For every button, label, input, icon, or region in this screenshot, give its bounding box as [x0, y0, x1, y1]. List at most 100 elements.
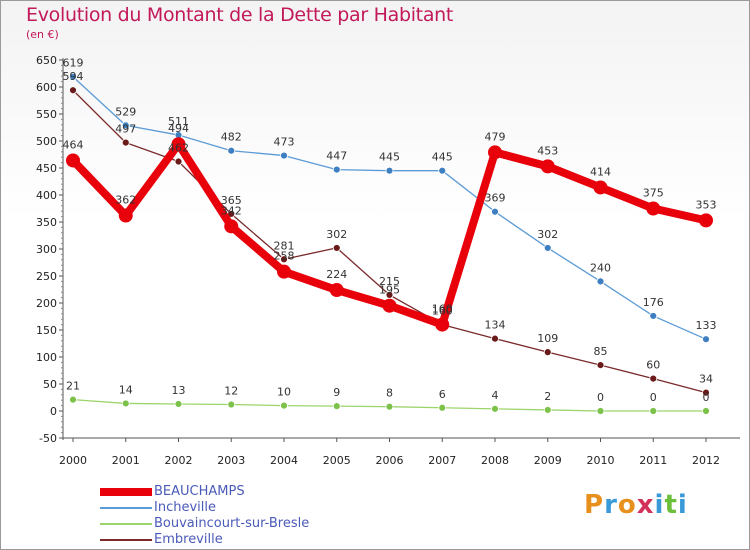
legend-label: Embreville — [154, 532, 223, 547]
x-tick-label: 2010 — [587, 454, 615, 467]
data-point — [69, 395, 77, 404]
data-point — [438, 403, 447, 412]
data-point — [385, 290, 394, 299]
y-tick-label: 200 — [36, 297, 57, 310]
data-point — [491, 207, 499, 216]
data-point — [491, 404, 499, 413]
data-label: 594 — [63, 70, 84, 83]
data-label: 60 — [646, 359, 660, 372]
y-tick-label: 450 — [36, 162, 57, 175]
legend-item: Bouvaincourt-sur-Bresle — [100, 516, 309, 532]
y-tick-label: 250 — [36, 270, 57, 283]
data-label: 215 — [379, 275, 400, 288]
data-point — [543, 406, 552, 414]
data-point — [280, 151, 288, 160]
data-point — [702, 335, 710, 344]
logo-letter: x — [636, 490, 655, 520]
data-label: 375 — [643, 187, 664, 200]
data-point — [118, 208, 133, 223]
data-label: 529 — [115, 105, 136, 118]
data-label: 9 — [333, 386, 340, 399]
legend-label: Incheville — [154, 500, 216, 515]
data-point — [488, 145, 502, 160]
data-label: 12 — [224, 385, 238, 398]
data-point — [702, 388, 710, 397]
data-point — [121, 399, 130, 408]
logo-letter: o — [617, 490, 637, 520]
x-tick-label: 2004 — [270, 454, 298, 467]
y-tick-label: 100 — [36, 351, 57, 364]
data-label: 160 — [432, 303, 453, 316]
data-label: 0 — [703, 391, 710, 404]
y-tick-label: 50 — [43, 378, 57, 391]
data-point — [385, 402, 394, 411]
x-tick-label: 2012 — [692, 454, 720, 467]
data-label: 224 — [326, 268, 347, 281]
data-label: 14 — [119, 383, 133, 396]
data-label: 353 — [696, 198, 717, 211]
data-point — [332, 244, 341, 252]
data-label: 134 — [485, 319, 506, 332]
data-point — [596, 361, 605, 370]
data-label: 13 — [172, 384, 186, 397]
legend-label: BEAUCHAMPS — [154, 484, 245, 499]
data-label: 281 — [274, 239, 295, 252]
x-tick-label: 2002 — [165, 454, 193, 467]
x-tick-label: 2011 — [639, 454, 667, 467]
data-label: 453 — [537, 144, 558, 157]
data-point — [121, 121, 130, 130]
data-label: 302 — [326, 228, 347, 241]
x-tick-label: 2003 — [217, 454, 245, 467]
data-label: 195 — [379, 284, 400, 297]
data-label: 240 — [590, 261, 611, 274]
data-label: 482 — [221, 131, 242, 144]
chart-unit: (en €) — [26, 28, 59, 41]
data-label: 6 — [439, 388, 446, 401]
logo-letter: r — [604, 490, 618, 520]
legend-swatch — [100, 539, 152, 541]
data-label: 497 — [115, 123, 136, 136]
data-point — [332, 402, 341, 411]
data-point — [174, 157, 183, 166]
data-point — [332, 165, 341, 174]
series-line-embreville — [72, 89, 707, 394]
data-point — [69, 86, 77, 95]
y-tick-label: 550 — [36, 108, 57, 121]
data-label: 85 — [594, 345, 608, 358]
logo-letter: P — [584, 490, 605, 520]
data-label: 34 — [699, 373, 713, 386]
data-label: 0 — [650, 391, 657, 404]
legend-swatch — [100, 488, 152, 496]
data-label: 473 — [274, 136, 295, 149]
chart-title: Evolution du Montant de la Dette par Hab… — [26, 4, 454, 26]
data-point — [649, 312, 658, 320]
y-tick-label: 350 — [36, 216, 57, 229]
data-label: 2 — [544, 390, 551, 403]
data-label: 619 — [63, 57, 84, 70]
y-tick-label: 500 — [36, 135, 57, 148]
y-tick-label: 150 — [36, 324, 57, 337]
legend-swatch — [100, 523, 152, 525]
data-point — [593, 180, 608, 195]
data-point — [649, 407, 658, 415]
data-label: 479 — [485, 130, 506, 143]
legend-item: Incheville — [100, 500, 309, 516]
legend-label: Bouvaincourt-sur-Bresle — [154, 516, 310, 531]
data-point — [438, 166, 447, 175]
data-label: 133 — [696, 319, 717, 332]
x-tick-label: 2008 — [481, 454, 509, 467]
y-tick-label: -50 — [39, 432, 57, 445]
data-point — [227, 400, 236, 409]
data-point — [385, 166, 394, 175]
data-label: 365 — [221, 194, 242, 207]
data-label: 445 — [379, 151, 400, 164]
data-point — [699, 213, 713, 228]
data-point — [540, 159, 555, 174]
data-label: 8 — [386, 387, 393, 400]
data-label: 464 — [63, 138, 84, 151]
data-point — [329, 283, 344, 298]
data-point — [280, 401, 288, 410]
x-tick-label: 2009 — [534, 454, 562, 467]
data-label: 462 — [168, 142, 189, 155]
